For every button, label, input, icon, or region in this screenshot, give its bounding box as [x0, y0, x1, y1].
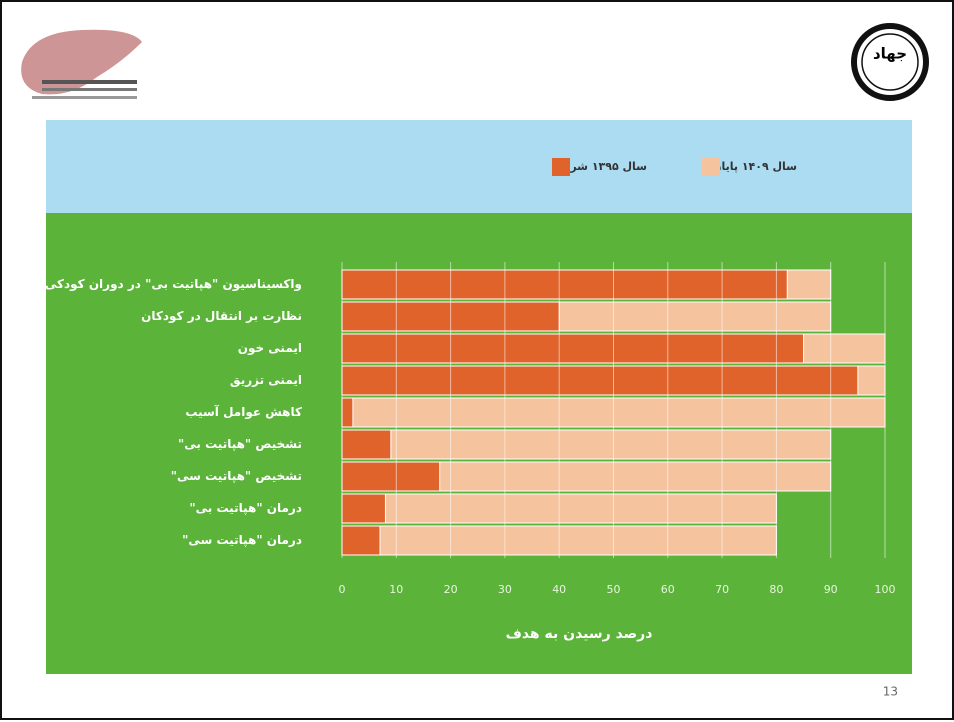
bar	[341, 397, 354, 428]
y-tick-label: تشخیص "هپاتیت سی"	[171, 469, 302, 483]
y-tick-label: ایمنی تزریق	[230, 373, 302, 387]
x-tick-label: 30	[498, 583, 512, 596]
x-tick-label: 20	[444, 583, 458, 596]
x-tick-label: 10	[389, 583, 403, 596]
y-tick-label: درمان "هپاتیت سی"	[182, 533, 302, 547]
y-tick-label: کاهش عوامل آسیب	[185, 404, 302, 420]
legend-swatch	[702, 158, 720, 176]
legend-label: سال ۱۳۹۵ شروع	[556, 160, 647, 173]
legend-swatch	[552, 158, 570, 176]
x-tick-label: 60	[661, 583, 675, 596]
y-tick-label: ایمنی خون	[238, 341, 302, 356]
logo-right: جهاد	[851, 23, 929, 101]
x-tick-label: 90	[824, 583, 838, 596]
legend-label: سال ۱۴۰۹ پایان	[712, 160, 797, 173]
bar	[341, 269, 788, 300]
bar	[341, 365, 859, 396]
x-tick-label: 0	[339, 583, 346, 596]
x-tick-label: 80	[769, 583, 783, 596]
bar	[341, 461, 441, 492]
bar	[341, 525, 381, 556]
x-tick-label: 100	[875, 583, 896, 596]
logo-left	[21, 29, 142, 99]
y-tick-label: واکسیناسیون "هپاتیت بی" در دوران کودکی	[45, 277, 302, 292]
bar	[341, 429, 832, 460]
y-tick-label: تشخیص "هپاتیت بی"	[178, 437, 302, 451]
x-axis-title: درصد رسیدن به هدف	[506, 626, 653, 642]
x-tick-label: 40	[552, 583, 566, 596]
x-tick-label: 70	[715, 583, 729, 596]
bar	[341, 493, 386, 524]
y-tick-label: نظارت بر انتقال در کودکان	[141, 309, 302, 324]
bar	[341, 429, 392, 460]
page-number: 13	[883, 685, 898, 699]
y-tick-label: درمان "هپاتیت بی"	[189, 501, 302, 515]
logo-text: جهاد	[873, 45, 907, 63]
x-tick-label: 50	[607, 583, 621, 596]
bar	[341, 333, 805, 364]
